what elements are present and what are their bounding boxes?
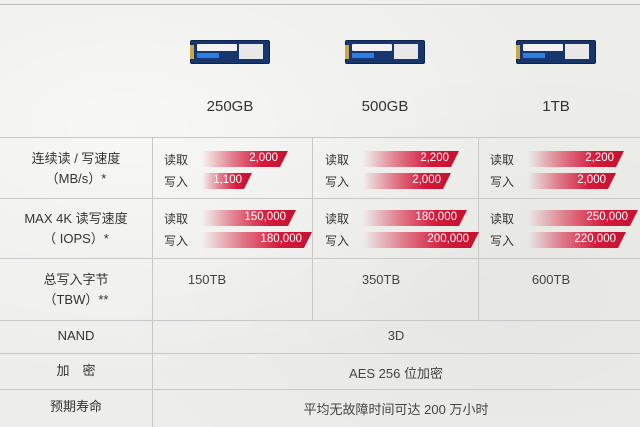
row-label-line: （ IOPS）*: [43, 231, 109, 246]
rand-read-500gb: 读取 180,000: [325, 208, 475, 228]
row-label-rand: MAX 4K 读写速度 （ IOPS）*: [0, 209, 152, 249]
row-divider: [0, 320, 640, 321]
capacity-label: 1TB: [542, 98, 570, 115]
read-value: 180,000: [415, 211, 457, 223]
write-bar: 1,100: [202, 173, 252, 189]
read-label: 读取: [325, 212, 350, 226]
write-label: 写入: [325, 175, 350, 189]
write-value: 1,100: [213, 174, 242, 186]
ssd-image: [345, 40, 425, 64]
read-value: 2,200: [420, 152, 449, 164]
seq-read-1tb: 读取 2,200: [490, 149, 640, 169]
encryption-value: AES 256 位加密: [349, 366, 443, 381]
write-label: 写入: [164, 175, 189, 189]
read-value: 2,000: [249, 152, 278, 164]
ssd-image: [516, 40, 596, 64]
row-label-tbw: 总写入字节 （TBW）**: [0, 270, 152, 310]
read-bar: 2,000: [202, 151, 288, 167]
tbw-500gb: 350TB: [361, 272, 401, 287]
read-label: 读取: [164, 153, 189, 167]
rand-write-500gb: 写入 200,000: [325, 230, 475, 250]
write-bar: 180,000: [202, 232, 312, 248]
rand-read-250gb: 读取 150,000: [164, 208, 304, 228]
seq-read-500gb: 读取 2,200: [325, 149, 475, 169]
write-bar: 220,000: [528, 232, 626, 248]
read-value: 250,000: [586, 211, 628, 223]
write-bar: 2,000: [528, 173, 616, 189]
row-divider: [0, 258, 640, 259]
row-label-line: 连续读 / 写速度: [31, 151, 121, 166]
seq-read-250gb: 读取 2,000: [164, 149, 304, 169]
rand-write-1tb: 写入 220,000: [490, 230, 640, 250]
row-label-encryption: 加 密: [56, 363, 96, 378]
column-divider: [478, 137, 479, 320]
row-label-line: （MB/s）*: [45, 171, 107, 186]
row-divider: [0, 137, 640, 138]
read-value: 150,000: [244, 211, 286, 223]
write-label: 写入: [164, 234, 189, 248]
write-value: 200,000: [427, 233, 469, 245]
write-value: 180,000: [260, 233, 302, 245]
write-bar: 2,000: [363, 173, 451, 189]
write-value: 220,000: [574, 233, 616, 245]
write-label: 写入: [325, 234, 350, 248]
product-500gb: 500GB: [337, 40, 433, 115]
read-bar: 2,200: [363, 151, 459, 167]
read-bar: 180,000: [363, 210, 467, 226]
seq-write-500gb: 写入 2,000: [325, 171, 475, 191]
product-1tb: 1TB: [508, 40, 604, 115]
row-divider: [0, 389, 640, 390]
read-label: 读取: [490, 212, 515, 226]
column-divider: [152, 137, 153, 427]
seq-write-250gb: 写入 1,100: [164, 171, 304, 191]
column-divider: [312, 137, 313, 320]
row-divider: [0, 353, 640, 354]
write-value: 2,000: [412, 174, 441, 186]
tbw-250gb: 150TB: [187, 272, 227, 287]
write-label: 写入: [490, 234, 515, 248]
read-label: 读取: [164, 212, 189, 226]
row-divider: [0, 198, 640, 199]
read-label: 读取: [490, 153, 515, 167]
tbw-1tb: 600TB: [531, 272, 571, 287]
write-value: 2,000: [577, 174, 606, 186]
row-label-line: MAX 4K 读写速度: [24, 211, 128, 226]
read-bar: 250,000: [528, 210, 638, 226]
read-value: 2,200: [585, 152, 614, 164]
lifespan-value: 平均无故障时间可达 200 万小时: [303, 402, 489, 417]
ssd-image: [190, 40, 270, 64]
read-bar: 2,200: [528, 151, 624, 167]
capacity-label: 250GB: [206, 98, 254, 115]
seq-write-1tb: 写入 2,000: [490, 171, 640, 191]
read-bar: 150,000: [202, 210, 296, 226]
capacity-label: 500GB: [361, 98, 409, 115]
top-divider: [0, 4, 640, 5]
rand-read-1tb: 读取 250,000: [490, 208, 640, 228]
write-label: 写入: [490, 175, 515, 189]
row-label-line: （TBW）**: [43, 292, 109, 307]
row-label-seq: 连续读 / 写速度 （MB/s）*: [0, 149, 152, 189]
rand-write-250gb: 写入 180,000: [164, 230, 304, 250]
row-label-line: 总写入字节: [43, 272, 109, 287]
row-label-nand: NAND: [57, 328, 95, 343]
write-bar: 200,000: [363, 232, 479, 248]
product-250gb: 250GB: [182, 40, 278, 115]
row-label-lifespan: 预期寿命: [49, 399, 102, 414]
read-label: 读取: [325, 153, 350, 167]
nand-value: 3D: [387, 328, 405, 343]
